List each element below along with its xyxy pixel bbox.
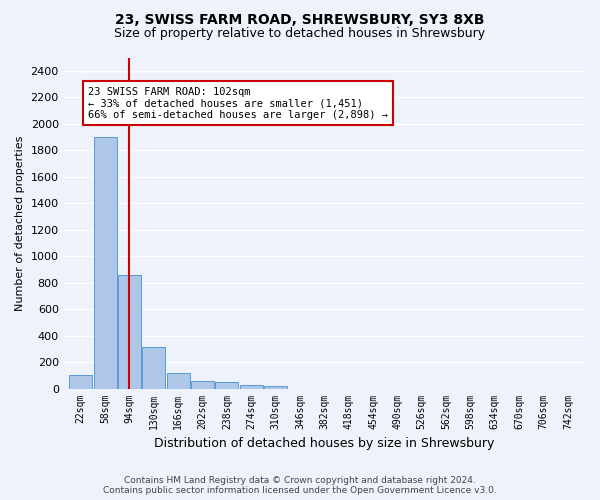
Text: 23, SWISS FARM ROAD, SHREWSBURY, SY3 8XB: 23, SWISS FARM ROAD, SHREWSBURY, SY3 8XB	[115, 12, 485, 26]
Bar	[94, 137, 116, 388]
Y-axis label: Number of detached properties: Number of detached properties	[15, 136, 25, 310]
Bar	[142, 347, 166, 389]
Bar	[215, 382, 238, 388]
Text: Contains HM Land Registry data © Crown copyright and database right 2024.
Contai: Contains HM Land Registry data © Crown c…	[103, 476, 497, 495]
Bar	[167, 374, 190, 388]
Text: Size of property relative to detached houses in Shrewsbury: Size of property relative to detached ho…	[115, 28, 485, 40]
Bar	[69, 376, 92, 388]
X-axis label: Distribution of detached houses by size in Shrewsbury: Distribution of detached houses by size …	[154, 437, 494, 450]
Bar	[239, 384, 263, 388]
Text: 23 SWISS FARM ROAD: 102sqm
← 33% of detached houses are smaller (1,451)
66% of s: 23 SWISS FARM ROAD: 102sqm ← 33% of deta…	[88, 86, 388, 120]
Bar	[264, 386, 287, 388]
Bar	[191, 380, 214, 388]
Bar	[118, 274, 141, 388]
